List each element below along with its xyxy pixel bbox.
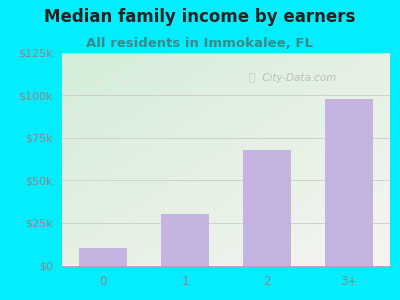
Text: ⓘ: ⓘ xyxy=(249,73,256,83)
Text: City-Data.com: City-Data.com xyxy=(259,73,336,83)
Bar xyxy=(243,150,291,266)
Text: Median family income by earners: Median family income by earners xyxy=(44,8,356,26)
Bar xyxy=(325,98,373,266)
Text: All residents in Immokalee, FL: All residents in Immokalee, FL xyxy=(86,37,314,50)
Bar xyxy=(161,214,209,266)
Bar xyxy=(79,248,127,266)
